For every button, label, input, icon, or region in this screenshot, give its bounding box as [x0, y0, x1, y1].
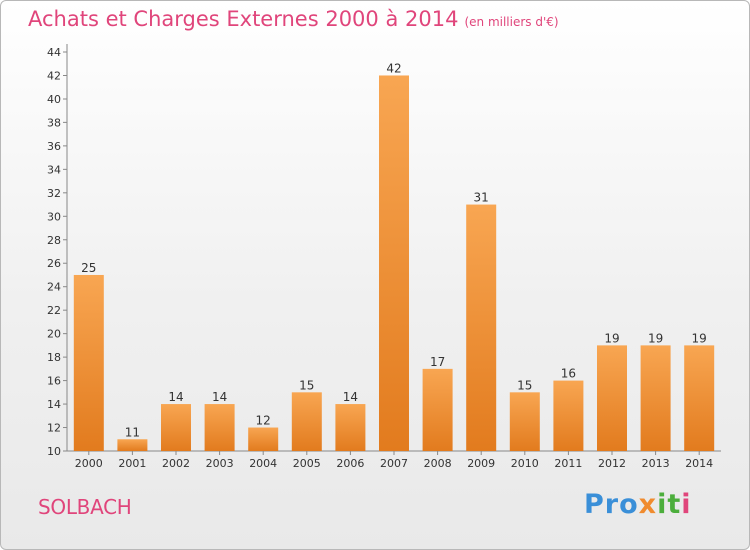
- y-tick-label: 30: [47, 210, 61, 223]
- data-label: 25: [81, 261, 96, 275]
- y-tick-label: 28: [47, 234, 61, 247]
- y-tick-label: 22: [47, 304, 61, 317]
- data-label: 15: [517, 378, 532, 392]
- x-tick-label: 2008: [424, 457, 452, 470]
- x-tick-label: 2005: [293, 457, 321, 470]
- data-label: 31: [474, 191, 489, 205]
- x-tick-label: 2011: [554, 457, 582, 470]
- x-tick-label: 2006: [336, 457, 364, 470]
- y-tick-label: 10: [47, 445, 61, 458]
- bar: [379, 75, 409, 452]
- bar: [597, 345, 627, 451]
- x-tick-label: 2012: [598, 457, 626, 470]
- chart-title: Achats et Charges Externes 2000 à 2014 (e…: [28, 7, 559, 31]
- bar: [422, 368, 453, 451]
- x-tick-label: 2000: [75, 457, 103, 470]
- x-tick-label: 2014: [685, 457, 713, 470]
- data-label: 15: [299, 378, 314, 392]
- x-tick-label: 2009: [467, 457, 495, 470]
- bar: [509, 392, 540, 451]
- chart-unit: (en milliers d'€): [464, 15, 559, 29]
- data-label: 12: [256, 414, 271, 428]
- y-tick-label: 14: [47, 398, 61, 411]
- chart-title-text: Achats et Charges Externes 2000 à 2014: [28, 7, 459, 31]
- x-tick-label: 2007: [380, 457, 408, 470]
- bar: [291, 392, 322, 451]
- data-label: 19: [648, 331, 663, 345]
- y-tick-label: 16: [47, 375, 61, 388]
- data-label: 16: [561, 367, 576, 381]
- y-tick-label: 18: [47, 351, 61, 364]
- bar: [117, 439, 148, 451]
- y-tick-label: 32: [47, 187, 61, 200]
- data-label: 11: [125, 425, 140, 439]
- bar: [73, 274, 104, 451]
- y-tick-label: 44: [47, 46, 61, 59]
- logo-part: x: [638, 489, 658, 520]
- x-tick-label: 2013: [642, 457, 670, 470]
- bar: [335, 404, 366, 451]
- data-label: 14: [212, 390, 227, 404]
- y-tick-label: 38: [47, 116, 61, 129]
- bar: [161, 404, 191, 451]
- x-tick-label: 2002: [162, 457, 190, 470]
- bar: [553, 380, 584, 451]
- proxiti-logo: Proxiti: [584, 489, 692, 520]
- y-tick-label: 20: [47, 328, 61, 341]
- bar: [684, 345, 715, 451]
- data-label: 42: [386, 61, 401, 75]
- logo-part: Pro: [584, 489, 639, 520]
- bar: [466, 204, 497, 451]
- x-tick-label: 2004: [249, 457, 277, 470]
- y-tick-label: 26: [47, 257, 61, 270]
- commune-name: SOLBACH: [38, 495, 132, 519]
- bar: [640, 345, 671, 451]
- data-label: 17: [430, 355, 445, 369]
- bar: [248, 427, 279, 451]
- data-label: 19: [692, 331, 707, 345]
- logo-part: it: [657, 489, 682, 520]
- y-tick-label: 24: [47, 281, 61, 294]
- data-label: 14: [168, 390, 183, 404]
- y-tick-label: 36: [47, 140, 61, 153]
- data-label: 14: [343, 390, 358, 404]
- bar: [204, 404, 235, 451]
- x-tick-label: 2010: [511, 457, 539, 470]
- logo-part: i: [681, 489, 692, 520]
- data-label: 19: [604, 331, 619, 345]
- y-tick-label: 42: [47, 69, 61, 82]
- x-tick-label: 2001: [118, 457, 146, 470]
- y-tick-label: 40: [47, 93, 61, 106]
- y-tick-label: 12: [47, 422, 61, 435]
- y-tick-label: 34: [47, 163, 61, 176]
- x-tick-label: 2003: [206, 457, 234, 470]
